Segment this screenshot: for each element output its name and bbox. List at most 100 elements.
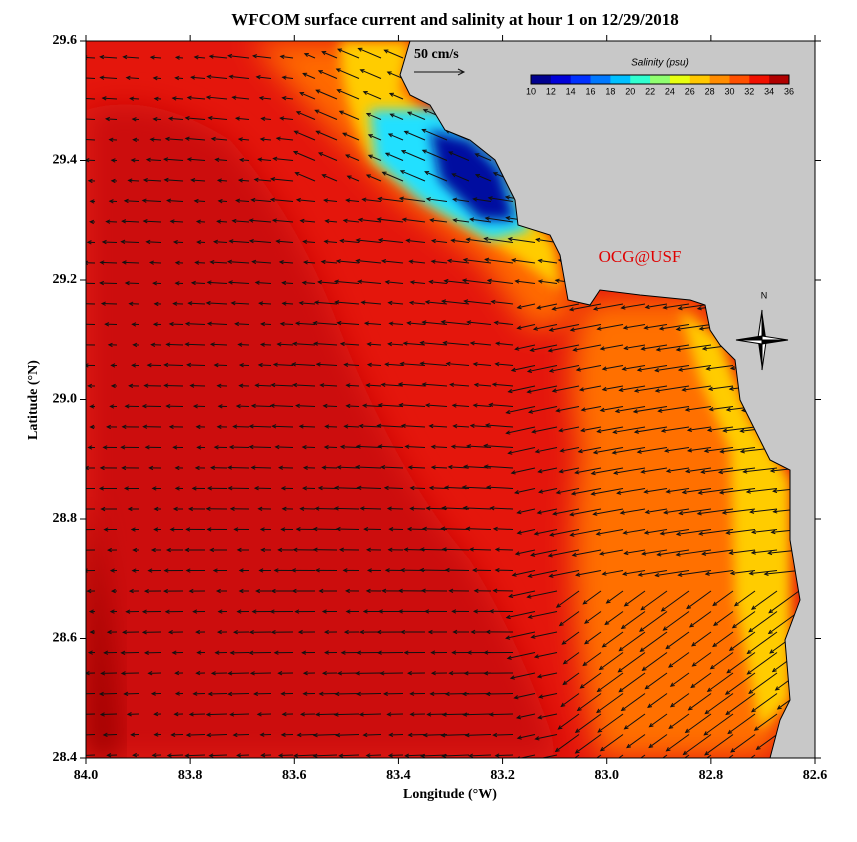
current-vector-head	[152, 322, 158, 327]
current-vector	[515, 280, 536, 284]
current-vector-head	[620, 706, 626, 712]
current-vector-head	[387, 341, 393, 347]
current-vector-head	[388, 732, 394, 738]
current-vector	[670, 693, 690, 708]
current-vector	[618, 672, 646, 693]
current-vector-head	[485, 485, 491, 490]
current-vector	[280, 117, 294, 120]
current-vector-head	[259, 732, 265, 737]
current-vector-head	[641, 666, 647, 671]
current-vector-head	[558, 469, 564, 474]
current-vector-head	[272, 362, 278, 367]
current-vector-head	[461, 485, 467, 490]
current-vector-head	[422, 732, 428, 738]
current-vector	[725, 693, 756, 715]
current-vector-head	[409, 712, 415, 717]
current-vector-head	[430, 670, 436, 676]
current-vector-head	[192, 404, 198, 409]
current-vector-head	[579, 684, 585, 689]
current-vector	[489, 713, 514, 716]
current-vector-head	[321, 670, 327, 676]
current-vector-head	[280, 691, 286, 696]
current-vector	[575, 713, 602, 733]
current-vector-head	[598, 665, 604, 671]
current-vector	[228, 55, 250, 59]
current-vector-head	[216, 383, 222, 388]
current-vector	[401, 150, 426, 161]
current-vector-head	[335, 526, 341, 532]
current-vector	[531, 631, 558, 638]
current-vector	[261, 117, 272, 120]
current-vector-head	[772, 509, 778, 514]
current-vector-head	[342, 218, 348, 223]
current-vector-head	[193, 55, 199, 60]
current-vector	[334, 280, 360, 284]
current-vector	[647, 693, 668, 708]
current-vector-head	[277, 753, 283, 758]
current-vector-head	[558, 428, 564, 433]
current-vector	[357, 693, 382, 695]
current-vector-head	[697, 490, 703, 495]
current-vector-head	[398, 402, 404, 408]
current-vector-head	[86, 692, 87, 696]
current-vector-head	[275, 239, 281, 244]
current-vector	[377, 425, 404, 428]
current-vector	[649, 713, 668, 728]
current-vector-head	[507, 388, 513, 394]
current-vector	[729, 549, 756, 554]
current-vector	[316, 363, 338, 366]
colorbar-cell	[769, 75, 790, 84]
colorbar-title: Salinity (psu)	[631, 58, 689, 69]
current-vector	[409, 260, 426, 264]
current-vector	[344, 364, 360, 366]
current-vector	[314, 301, 338, 305]
current-vector	[751, 590, 778, 610]
current-vector	[441, 528, 470, 530]
current-vector	[318, 70, 338, 79]
current-vector-head	[617, 668, 623, 673]
current-vector	[560, 447, 580, 452]
current-vector-head	[769, 468, 775, 473]
current-vector	[122, 220, 140, 223]
current-vector-head	[362, 91, 368, 96]
current-vector-head	[734, 767, 738, 771]
current-vector	[429, 487, 448, 489]
current-vector-head	[205, 95, 211, 100]
current-vector-head	[323, 198, 329, 203]
current-vector-head	[232, 629, 238, 635]
current-vector-head	[483, 443, 489, 448]
current-vector-head	[491, 382, 497, 387]
current-vector-head	[145, 239, 151, 245]
current-vector-head	[190, 178, 196, 183]
current-vector	[313, 754, 338, 757]
current-vector	[293, 151, 316, 161]
current-vector	[692, 652, 712, 667]
current-vector	[366, 174, 382, 182]
current-vector-head	[269, 403, 275, 408]
current-vector-head	[143, 650, 149, 655]
current-vector	[334, 713, 360, 716]
current-vector-head	[493, 320, 499, 326]
colorbar-cell	[650, 75, 671, 84]
current-vector	[687, 426, 712, 431]
current-vector-head	[312, 526, 318, 532]
current-vector	[167, 199, 184, 202]
current-vector-head	[214, 650, 220, 655]
current-vector	[583, 590, 602, 605]
current-vector-head	[184, 136, 190, 141]
current-vector-head	[706, 687, 712, 693]
current-vector-head	[466, 320, 472, 325]
current-vector-head	[484, 216, 490, 221]
current-vector-head	[406, 111, 413, 116]
current-vector-head	[100, 671, 106, 676]
current-vector-head	[280, 486, 286, 491]
current-vector	[613, 426, 646, 433]
current-vector-head	[335, 68, 341, 73]
colorbar-tick-label: 18	[605, 86, 615, 96]
current-vector-head	[86, 363, 89, 368]
current-vector-head	[365, 547, 371, 552]
current-vector-head	[257, 362, 263, 368]
current-vector	[255, 384, 272, 387]
north-label: N	[761, 290, 768, 300]
current-vector	[229, 75, 250, 79]
